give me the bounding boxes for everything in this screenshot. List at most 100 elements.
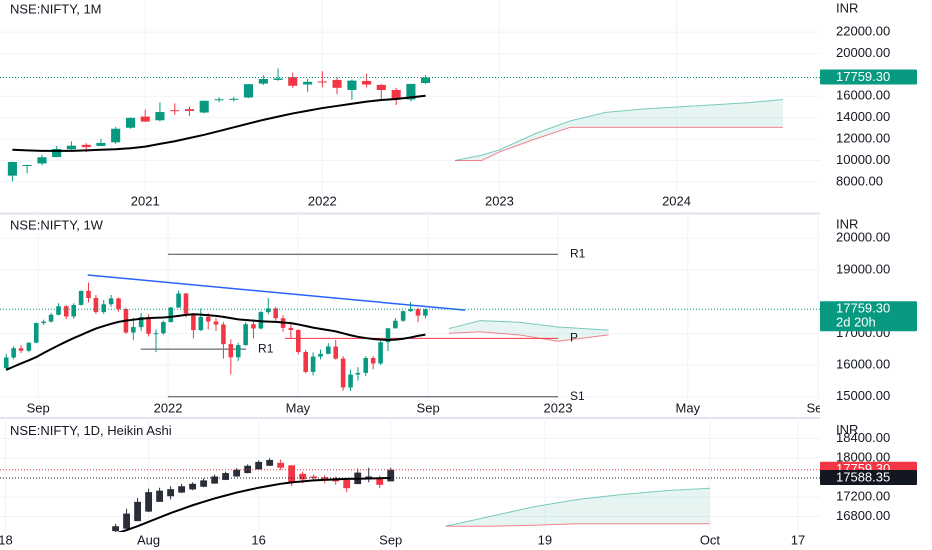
candle-body <box>155 112 165 121</box>
candle-body <box>333 346 339 359</box>
candle-body <box>408 309 413 312</box>
candle-body <box>26 342 32 351</box>
candle-body <box>161 322 166 334</box>
candle-body <box>78 290 84 305</box>
candle-body <box>266 459 274 466</box>
candle-body <box>71 304 76 317</box>
pivot-label: R1 <box>258 341 274 355</box>
candle-body <box>108 298 114 305</box>
candle-body <box>310 356 316 372</box>
candle-body <box>421 77 431 83</box>
candle-body <box>415 309 421 316</box>
candle-body <box>251 324 256 329</box>
candle-body <box>378 342 383 364</box>
candle-body <box>362 80 372 85</box>
price-tag-label: 17588.35 <box>836 469 890 484</box>
plot-area <box>0 458 820 532</box>
candle-body <box>376 477 384 485</box>
grid <box>0 0 820 194</box>
candle-body <box>205 316 211 322</box>
x-tick-label: 18 <box>0 532 13 547</box>
cloud-upper <box>445 487 710 527</box>
candle-body <box>214 99 224 101</box>
candle-body <box>244 465 252 474</box>
moving-average <box>12 94 426 152</box>
candle-body <box>221 324 226 345</box>
candle-body <box>318 353 323 357</box>
candle-body <box>131 327 136 333</box>
candle-body <box>355 372 361 375</box>
candle-body <box>81 144 91 148</box>
candle-body <box>140 116 150 122</box>
candle-body <box>222 473 230 480</box>
price-tag <box>820 301 917 332</box>
candle-body <box>310 476 318 478</box>
price-tag-label: 17759.30 <box>836 69 890 84</box>
candle-body <box>340 358 346 388</box>
candle-body <box>295 330 301 352</box>
candle-body <box>112 526 119 532</box>
candle-body <box>213 321 219 325</box>
candle-body <box>153 333 159 335</box>
candle-body <box>258 78 268 84</box>
candle-body <box>63 306 69 317</box>
x-tick-label: Aug <box>137 532 160 547</box>
candle-body <box>189 483 197 490</box>
candle-body <box>37 157 47 164</box>
candle-body <box>303 81 313 85</box>
candle-body <box>125 117 136 128</box>
y-tick-label: 15000.00 <box>836 388 890 403</box>
pivot-label: R1 <box>570 246 586 260</box>
candle-body <box>22 164 32 166</box>
candle-body <box>18 348 24 351</box>
x-tick-label: May <box>676 400 701 415</box>
x-tick-label: 16 <box>251 532 265 547</box>
candle-body <box>96 142 106 146</box>
candle-body <box>343 479 351 489</box>
y-tick-label: 12000.00 <box>836 131 890 146</box>
candle-body <box>423 309 428 316</box>
pivot-label: S1 <box>570 389 585 403</box>
x-tick-label: May <box>286 400 311 415</box>
candle-body <box>66 145 76 150</box>
y-tick-label: 20000.00 <box>836 45 890 60</box>
candle-body <box>198 316 204 331</box>
y-tick-label: 19000.00 <box>836 261 890 276</box>
candle-body <box>183 293 189 314</box>
pane-separator <box>0 417 932 419</box>
x-tick-label: 2022 <box>308 193 337 208</box>
candle-body <box>233 469 241 477</box>
candle-body <box>303 351 308 372</box>
candle-body <box>391 89 401 99</box>
x-tick-label: 2023 <box>485 193 514 208</box>
x-tick-label: 2021 <box>131 193 160 208</box>
candle-body <box>48 314 54 322</box>
candle-body <box>123 513 130 529</box>
candle-body <box>243 84 254 98</box>
candle-body <box>176 293 181 308</box>
x-tick-label: Oct <box>700 532 721 547</box>
cloud-lower <box>445 523 710 527</box>
y-tick-label: 8000.00 <box>836 173 883 188</box>
candle-body <box>170 110 180 112</box>
candle-body <box>3 357 9 369</box>
candle-body <box>387 469 395 482</box>
price-tag-label: 17759.30 <box>836 301 890 316</box>
y-tick-label: 22000.00 <box>836 24 890 39</box>
candle-body <box>265 308 271 313</box>
y-tick-label: 10000.00 <box>836 152 890 167</box>
candle-body <box>86 290 91 298</box>
candle-body <box>145 492 153 512</box>
candle-body <box>228 344 234 358</box>
candle-body <box>235 345 241 358</box>
candle-body <box>406 83 416 100</box>
candle-body <box>11 348 16 358</box>
y-tick-label: 17200.00 <box>836 488 890 503</box>
candle-body <box>168 307 174 323</box>
candle-body <box>326 346 331 354</box>
candle-body <box>273 308 278 319</box>
y-tick-label: 16800.00 <box>836 508 890 523</box>
